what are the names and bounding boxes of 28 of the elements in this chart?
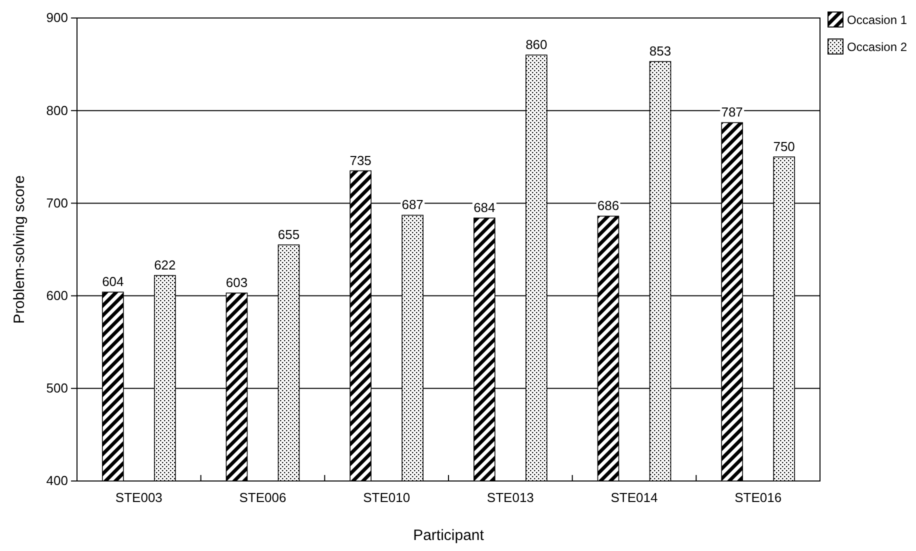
y-tick-label: 800 [46, 102, 68, 118]
y-axis-title: Problem-solving score [11, 175, 28, 324]
legend-label: Occasion 2 [847, 40, 908, 54]
x-tick-label: STE006 [239, 490, 286, 506]
data-label: 604 [102, 274, 124, 290]
data-label: 735 [350, 152, 372, 168]
y-tick-label: 900 [46, 10, 68, 26]
x-tick-label: STE016 [734, 490, 782, 506]
data-label: 686 [597, 198, 620, 214]
data-label: 750 [773, 138, 795, 154]
x-tick-label: STE014 [610, 490, 658, 506]
data-label: 853 [649, 44, 672, 59]
data-label: 655 [278, 226, 300, 242]
y-tick-label: 600 [46, 288, 68, 303]
x-tick-label: STE003 [115, 490, 162, 506]
data-label: 860 [526, 37, 548, 52]
data-label: 787 [721, 104, 743, 120]
y-tick-label: 400 [46, 473, 68, 488]
x-tick-label: STE010 [363, 490, 410, 506]
y-tick-label: 500 [46, 380, 68, 396]
legend-label: Occasion 1 [847, 13, 908, 27]
data-label: 684 [474, 200, 496, 216]
y-tick-label: 700 [46, 195, 68, 210]
data-label: 603 [226, 275, 248, 290]
x-tick-label: STE013 [486, 490, 534, 506]
data-label: 622 [154, 257, 176, 272]
x-axis-title: Participant [413, 527, 485, 544]
data-label: 687 [402, 197, 424, 212]
